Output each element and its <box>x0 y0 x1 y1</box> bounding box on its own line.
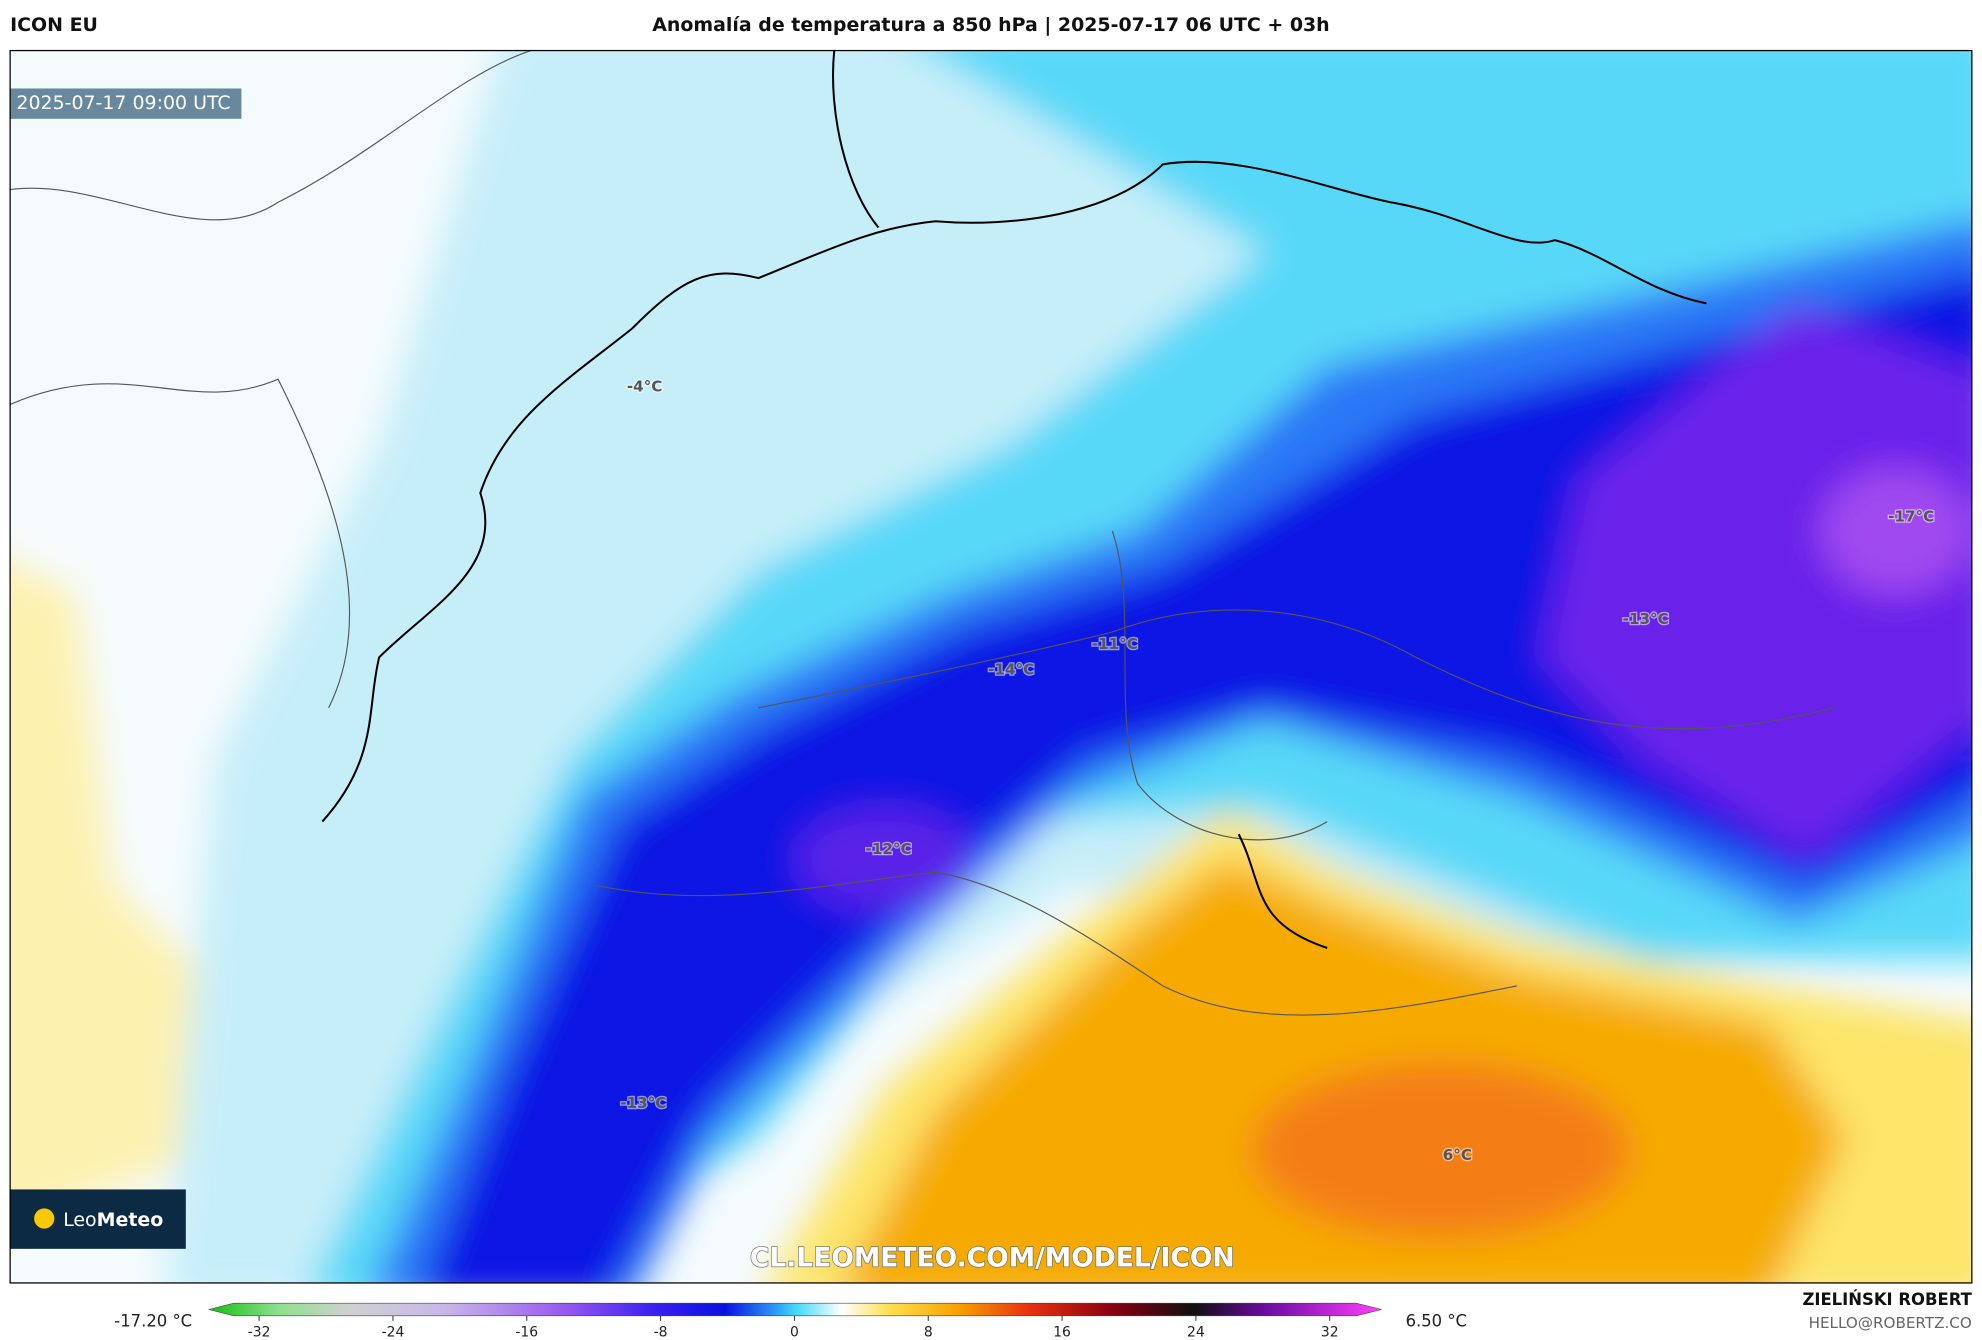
colorbar-tick-label: 0 <box>790 1324 799 1340</box>
watermark: CL.LEOMETEO.COM/MODEL/ICON <box>750 1242 1235 1273</box>
logo-text: LeoMeteo <box>63 1208 163 1230</box>
country-border <box>832 50 1328 949</box>
warmest-area <box>1251 1061 1631 1239</box>
country-border <box>321 160 1707 823</box>
temperature-label: -14°C <box>988 660 1034 678</box>
colorbar-scale <box>208 1302 1382 1317</box>
border <box>758 609 1833 730</box>
colorbar-tick-label: -24 <box>382 1324 405 1340</box>
timestamp: 2025-07-17 09:00 UTC <box>16 92 230 114</box>
colorbar: -17.20 °C 6.50 °C -32 -24 -16 -8 0 8 16 24 32 <box>114 1302 1467 1340</box>
logo-sun <box>34 1208 55 1229</box>
temperature-label: -12°C <box>866 840 912 858</box>
borders <box>10 50 1833 1016</box>
border <box>10 378 351 709</box>
extreme-area <box>1542 303 1972 860</box>
temperature-label: -4°C <box>627 377 663 395</box>
colorbar-tick-label: -8 <box>654 1324 668 1340</box>
colorbar-min: -17.20 °C <box>114 1312 192 1331</box>
temperature-label: -13°C <box>1623 610 1669 628</box>
colorbar-tick-label: 24 <box>1187 1324 1205 1340</box>
map: 2025-07-17 09:00 UTC -4°C -17°C -13°C -11°C… <box>10 50 1972 1283</box>
border <box>1111 530 1328 841</box>
map-title: Anomalía de temperatura a 850 hPa | 2025… <box>652 14 1329 36</box>
map-labels: -4°C -17°C -13°C -11°C -14°C -12°C -13°C 6°C <box>619 376 1935 1165</box>
border <box>10 50 532 221</box>
logo-second: Meteo <box>97 1208 164 1230</box>
colorbar-tick-label: -16 <box>515 1324 538 1340</box>
timestamp-box <box>10 88 242 119</box>
contact: HELLO@ROBERTZ.CO <box>1809 1314 1972 1332</box>
colorbar-tick-label: 16 <box>1053 1324 1071 1340</box>
author: ZIELIŃSKI ROBERT <box>1802 1290 1972 1309</box>
temperature-label: 6°C <box>1443 1146 1472 1164</box>
extreme-core <box>796 808 974 911</box>
temperature-label: -13°C <box>620 1094 666 1112</box>
temperature-label: -11°C <box>1092 635 1138 653</box>
temperature-label: -17°C <box>1888 507 1934 525</box>
model-name: ICON EU <box>10 14 98 36</box>
temperature-field <box>10 50 1972 1283</box>
map-frame <box>9 49 1973 1284</box>
colorbar-tick-label: -32 <box>248 1324 271 1340</box>
extreme-core <box>1820 467 1972 595</box>
colorbar-max: 6.50 °C <box>1406 1312 1467 1331</box>
border <box>593 871 1517 1016</box>
colorbar-tick-label: 8 <box>924 1324 933 1340</box>
logo-first: Leo <box>63 1208 96 1230</box>
colorbar-tick-label: 32 <box>1321 1324 1339 1340</box>
